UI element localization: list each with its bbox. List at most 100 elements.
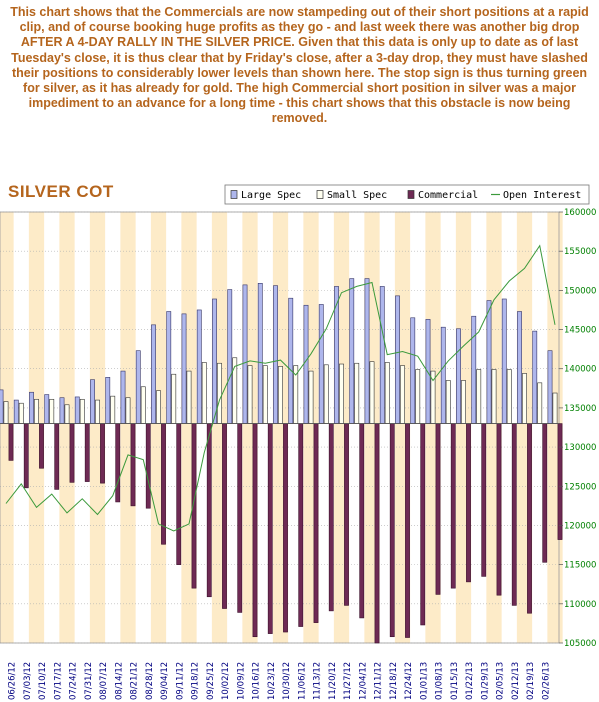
- commercial-bar: [206, 423, 212, 598]
- small-spec-bar: [537, 382, 543, 424]
- small-spec-legend-swatch: [316, 190, 324, 199]
- x-tick-label: 07/03/12: [23, 662, 33, 700]
- large-spec-legend-label: Large Spec: [241, 190, 301, 201]
- commercial-bar: [54, 423, 60, 490]
- small-spec-bar: [201, 362, 207, 424]
- x-tick-label: 06/26/12: [8, 662, 18, 700]
- x-tick-label: 01/08/13: [435, 662, 445, 700]
- y-tick-label: 125000: [564, 482, 596, 492]
- small-spec-bar: [186, 370, 192, 424]
- x-tick-label: 09/04/12: [160, 662, 170, 700]
- large-spec-bar: [0, 389, 4, 424]
- x-tick-label: 11/20/12: [328, 662, 338, 700]
- open-interest-series: [5, 244, 556, 532]
- small-spec-bar: [140, 386, 146, 424]
- large-spec-bar: [318, 304, 324, 424]
- large-spec-bar: [242, 284, 248, 424]
- small-spec-legend-label: Small Spec: [327, 190, 387, 201]
- commercial-bar: [115, 423, 121, 503]
- x-tick-label: 10/09/12: [236, 662, 246, 700]
- small-spec-bar: [384, 362, 390, 424]
- large-spec-bar: [120, 370, 126, 424]
- band: [120, 212, 136, 643]
- small-spec-bar: [323, 364, 329, 424]
- large-spec-bar: [501, 298, 507, 424]
- commercial-bar: [328, 423, 334, 612]
- large-spec-bar: [547, 350, 553, 424]
- small-spec-bar: [278, 366, 283, 424]
- small-spec-bar: [369, 361, 375, 424]
- y-tick-label: 110000: [564, 600, 596, 610]
- large-spec-bar: [166, 311, 172, 424]
- large-spec-bar: [532, 330, 538, 424]
- small-spec-bar: [49, 398, 55, 424]
- commercial-bar: [511, 423, 517, 606]
- commercial-bar: [359, 423, 365, 619]
- band: [89, 212, 106, 643]
- small-spec-bar: [3, 401, 9, 424]
- x-tick-label: 12/24/12: [404, 662, 414, 700]
- x-axis: 06/26/12 07/03/12 07/10/12 07/17/12 07/24/12…: [8, 662, 552, 700]
- large-spec-bar: [59, 397, 65, 424]
- x-tick-label: 10/16/12: [252, 662, 262, 700]
- band: [0, 212, 14, 643]
- open-interest-legend-label: Open Interest: [503, 190, 581, 201]
- large-spec-bar: [273, 285, 278, 424]
- large-spec-bar: [29, 391, 34, 424]
- small-spec-bar: [491, 369, 497, 424]
- x-tick-label: 01/01/13: [419, 662, 429, 700]
- x-tick-label: 11/27/12: [343, 662, 353, 700]
- x-tick-label: 08/21/12: [130, 662, 140, 700]
- y-tick-label: 150000: [564, 286, 596, 296]
- large-spec-bar: [456, 328, 461, 424]
- large-spec-bar: [257, 283, 263, 424]
- commercial-bar: [374, 423, 380, 644]
- bars: [0, 278, 563, 644]
- large-spec-bar: [212, 298, 217, 424]
- commercial-bar: [100, 423, 105, 484]
- x-tick-label: 01/22/13: [465, 662, 475, 700]
- commercial-bar: [542, 423, 548, 563]
- small-spec-bar: [400, 365, 405, 424]
- commercial-bar: [450, 423, 456, 589]
- large-spec-bar: [288, 297, 294, 424]
- band: [28, 212, 45, 643]
- small-spec-bar: [64, 404, 70, 424]
- small-spec-bar: [262, 365, 268, 424]
- commercial-bar: [405, 423, 410, 638]
- small-spec-bar: [354, 362, 360, 424]
- small-spec-bar: [110, 395, 116, 424]
- commercial-bar: [145, 423, 151, 509]
- x-tick-label: 12/04/12: [358, 662, 368, 700]
- commercial-bar: [344, 423, 349, 606]
- x-tick-label: 08/07/12: [99, 662, 109, 700]
- large-spec-bar: [44, 394, 50, 424]
- commercial-bar: [420, 423, 426, 626]
- x-tick-label: 10/23/12: [267, 662, 277, 700]
- commercial-bar: [313, 423, 319, 623]
- x-tick-label: 02/05/13: [496, 662, 506, 700]
- gridlines: [0, 211, 560, 644]
- small-spec-bar: [445, 380, 451, 424]
- small-spec-bar: [125, 397, 131, 424]
- commentary-text: This chart shows that the Commercials ar…: [10, 5, 589, 126]
- large-spec-legend-swatch: [230, 190, 238, 199]
- x-tick-label: 07/24/12: [69, 662, 79, 700]
- large-spec-bar: [135, 350, 141, 424]
- large-spec-bar: [440, 326, 446, 424]
- commercial-bar: [8, 423, 14, 461]
- large-spec-bar: [13, 399, 19, 424]
- y-tick-label: 145000: [564, 326, 596, 336]
- large-spec-bar: [364, 278, 370, 424]
- legend-box: [224, 184, 590, 205]
- x-tick-label: 10/02/12: [221, 662, 231, 700]
- small-spec-bar: [171, 373, 177, 424]
- large-spec-bar: [379, 286, 385, 424]
- large-spec-bar: [90, 379, 95, 424]
- small-spec-bar: [247, 365, 253, 424]
- commercial-bar: [298, 423, 304, 627]
- x-tick-label: 10/30/12: [282, 662, 292, 700]
- y-tick-label: 135000: [564, 404, 596, 414]
- small-spec-bar: [522, 373, 527, 424]
- x-tick-label: 02/26/13: [541, 662, 551, 700]
